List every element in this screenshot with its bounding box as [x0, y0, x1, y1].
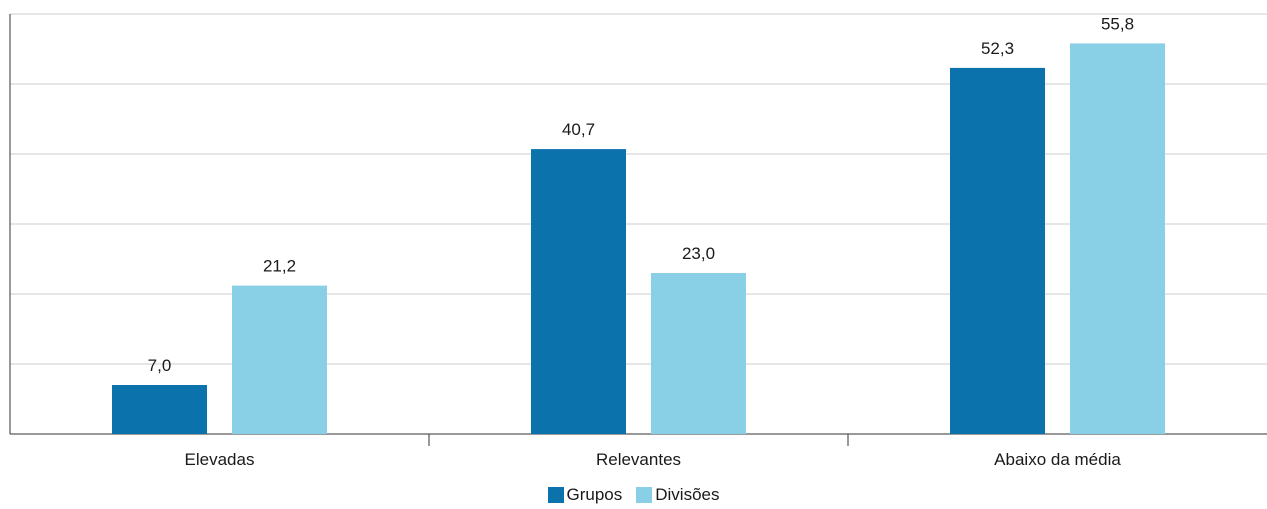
legend-label-divisoes: Divisões	[655, 485, 720, 504]
data-label: 23,0	[682, 244, 715, 263]
bar	[531, 149, 626, 434]
bar	[112, 385, 207, 434]
bars	[112, 43, 1165, 435]
bar	[1070, 43, 1165, 435]
data-label: 7,0	[148, 356, 172, 375]
category-label: Elevadas	[185, 450, 255, 469]
data-label: 40,7	[562, 120, 595, 139]
bar	[651, 273, 746, 434]
data-label: 52,3	[981, 39, 1014, 58]
bar	[232, 285, 327, 434]
legend-label-grupos: Grupos	[566, 485, 623, 504]
gridlines	[10, 13, 1267, 365]
bar	[950, 67, 1045, 435]
category-label: Relevantes	[596, 450, 681, 469]
legend-item-divisoes: Divisões	[636, 485, 720, 505]
axes	[9, 14, 1267, 446]
data-label: 21,2	[263, 257, 296, 276]
data-label: 55,8	[1101, 14, 1134, 33]
legend-swatch-divisoes	[636, 487, 653, 503]
legend: Grupos Divisões	[0, 482, 1267, 508]
legend-swatch-grupos	[547, 487, 564, 503]
legend-item-grupos: Grupos	[547, 485, 623, 505]
category-labels: Elevadas Relevantes Abaixo da média	[185, 450, 1122, 469]
category-label: Abaixo da média	[994, 450, 1121, 469]
data-labels: 7,0 21,2 40,7 23,0 52,3 55,8	[148, 14, 1134, 375]
